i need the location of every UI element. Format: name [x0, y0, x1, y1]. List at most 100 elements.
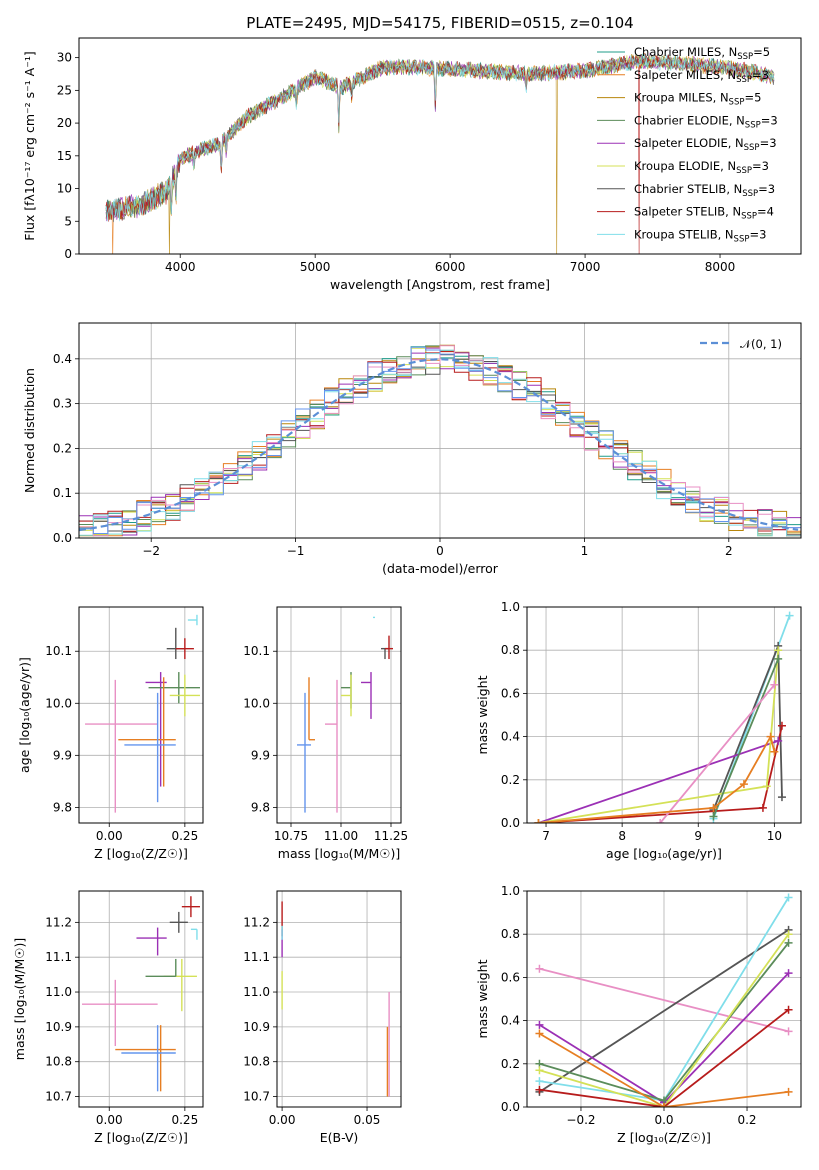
- weight-marker: [784, 893, 793, 902]
- x-tick-label: 8000: [705, 260, 736, 274]
- legend-value: =4: [757, 205, 774, 219]
- histogram-step: [79, 346, 801, 534]
- x-tick-label: 8: [618, 829, 626, 843]
- weight-marker: [535, 964, 544, 973]
- spectrum-line-kroupa-stelib: [105, 53, 775, 222]
- y-tick-label: 30: [57, 51, 72, 65]
- y-tick-label: 10.1: [45, 644, 72, 658]
- weight-marker: [656, 819, 665, 823]
- plot-area: [534, 611, 794, 823]
- panel-age_vs_Z: 0.00 0.25 9.8 9.9 10.0 10.1 Z [log₁₀(Z/Z☉)] age…: [17, 606, 204, 861]
- weight-marker: [535, 1085, 544, 1094]
- x-tick-label: 0.2: [737, 1113, 756, 1127]
- y-tick-label: 0.8: [501, 643, 520, 657]
- x-tick-label: 2: [725, 544, 733, 558]
- x-axis-label: wavelength [Angstrom, rest frame]: [330, 277, 550, 292]
- y-axis-label: mass [log₁₀(M/M☉)]: [12, 938, 27, 1060]
- weight-line: [712, 658, 780, 817]
- y-axis-label: Normed distribution: [22, 368, 37, 493]
- y-tick-label: 9.8: [251, 800, 270, 814]
- normal-curve: [79, 358, 799, 532]
- weight-marker: [770, 747, 779, 756]
- weight-line: [539, 1032, 789, 1107]
- legend-label: Kroupa ELODIE, NSSP=3: [634, 159, 769, 176]
- x-tick-label: 0: [436, 544, 444, 558]
- axes-frame: [78, 606, 204, 824]
- y-tick-label: 0.6: [501, 970, 520, 984]
- x-tick-label: −1: [287, 544, 305, 558]
- x-tick-label: −2: [142, 544, 160, 558]
- y-tick-label: 0.4: [53, 352, 72, 366]
- x-axis-label: E(B-V): [320, 1130, 359, 1145]
- y-tick-label: 1.0: [501, 884, 520, 898]
- legend-subscript: SSP: [734, 234, 750, 244]
- legend-label: Salpeter STELIB, NSSP=4: [634, 205, 774, 222]
- y-tick-label: 0.8: [501, 927, 520, 941]
- y-tick-label: 0: [64, 247, 72, 261]
- y-tick-label: 11.0: [45, 985, 72, 999]
- weight-marker: [758, 803, 767, 812]
- x-tick-label: 7000: [570, 260, 601, 274]
- legend-subscript: SSP: [745, 120, 761, 130]
- y-tick-label: 9.9: [53, 748, 72, 762]
- x-tick-label: 4000: [165, 260, 196, 274]
- weight-marker: [709, 803, 718, 812]
- y-axis-label: Flux [fλ10⁻¹⁷ erg cm⁻² s⁻¹ A⁻¹]: [22, 51, 37, 240]
- weight-marker: [762, 782, 771, 791]
- x-axis-label: (data-model)/error: [382, 561, 499, 576]
- weight-marker: [774, 646, 783, 655]
- y-axis-label: mass weight: [475, 959, 490, 1038]
- x-tick-label: 10: [767, 829, 782, 843]
- y-tick-label: 0.0: [501, 816, 520, 830]
- legend-subscript: SSP: [737, 52, 753, 62]
- weight-marker: [770, 680, 779, 689]
- weight-marker: [784, 930, 793, 939]
- weight-marker: [766, 732, 775, 741]
- y-tick-label: 10.7: [243, 1090, 270, 1104]
- x-tick-label: 10.75: [274, 829, 308, 843]
- weight-marker: [535, 1020, 544, 1029]
- y-tick-label: 10: [57, 182, 72, 196]
- x-tick-label: −0.2: [566, 1113, 595, 1127]
- panel-mass_vs_Z: 0.00 0.25 10.7 10.8 10.9 11.0 11.1 11.2 Z [log₁₀…: [12, 890, 204, 1145]
- legend-value: =3: [752, 159, 769, 173]
- weight-line: [538, 740, 779, 823]
- panel-age_vs_mass: 10.75 11.00 11.25 9.8 9.9 10.0 10.1 mass [log₁₀…: [243, 606, 408, 861]
- axes-frame: [276, 890, 402, 1108]
- y-tick-label: 0.0: [501, 1100, 520, 1114]
- weight-line: [539, 1009, 790, 1107]
- weight-marker: [777, 793, 786, 802]
- y-tick-label: 0.1: [53, 486, 72, 500]
- panel-spectrum: 4000 5000 6000 7000 8000 0 5 10 15 20 25 30 waveleng…: [22, 37, 802, 292]
- y-tick-label: 0.4: [501, 1014, 520, 1028]
- legend-subscript: SSP: [741, 212, 757, 222]
- legend-label: 𝒩(0, 1): [740, 337, 782, 351]
- weight-line: [539, 967, 789, 1033]
- y-tick-label: 5: [64, 214, 72, 228]
- y-tick-label: 11.1: [45, 950, 72, 964]
- weight-marker: [777, 721, 786, 730]
- y-tick-label: 0.2: [501, 773, 520, 787]
- weight-line: [539, 933, 790, 1107]
- legend-label: Kroupa STELIB, NSSP=3: [634, 227, 766, 244]
- x-tick-label: 0.25: [171, 1113, 198, 1127]
- y-axis-label: age [log₁₀(age/yr)]: [17, 657, 32, 773]
- axes-frame: [78, 322, 802, 539]
- y-tick-label: 10.7: [45, 1090, 72, 1104]
- x-tick-label: 0.00: [96, 1113, 123, 1127]
- legend-subscript: SSP: [742, 189, 758, 199]
- y-tick-label: 11.0: [243, 985, 270, 999]
- spectrum-legend: Chabrier MILES, NSSP=5 Salpeter MILES, NS…: [597, 45, 778, 244]
- legend-label: Chabrier ELODIE, NSSP=3: [634, 113, 778, 130]
- residual-legend: 𝒩(0, 1): [700, 337, 782, 351]
- legend-value: =5: [744, 91, 761, 105]
- y-tick-label: 10.0: [45, 696, 72, 710]
- weight-marker: [534, 819, 543, 823]
- x-tick-label: 11.25: [374, 829, 408, 843]
- legend-subscript: SSP: [736, 75, 752, 85]
- x-axis-label: mass [log₁₀(M/M☉)]: [278, 846, 400, 861]
- x-tick-label: 0.05: [354, 1113, 381, 1127]
- y-tick-label: 9.8: [53, 800, 72, 814]
- x-tick-label: 11.00: [324, 829, 358, 843]
- y-axis-label: mass weight: [475, 675, 490, 754]
